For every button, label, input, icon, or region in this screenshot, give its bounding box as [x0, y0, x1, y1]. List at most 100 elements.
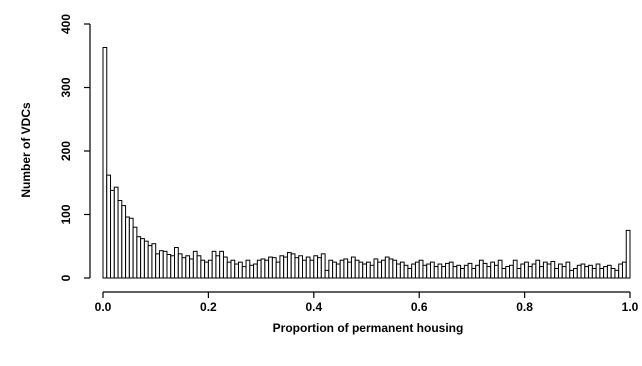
histogram-bar: [207, 259, 213, 279]
histogram-bar: [493, 264, 499, 279]
histogram-bar: [151, 243, 157, 279]
histogram-bar: [158, 250, 164, 279]
x-axis: 0.0 0.2 0.4 0.6 0.8 1.0: [95, 291, 639, 314]
y-tick-label: 0: [59, 274, 73, 281]
histogram-bar: [132, 226, 138, 279]
histogram-bar: [268, 256, 273, 279]
histogram-bar: [170, 255, 176, 279]
histogram-bar: [441, 266, 447, 279]
histogram-bar: [407, 267, 413, 279]
histogram-bar: [166, 254, 172, 279]
histogram-bar: [429, 261, 435, 279]
x-tick-label: 0.0: [95, 300, 112, 314]
histogram-bar: [234, 263, 240, 279]
histogram-bar: [320, 253, 326, 279]
histogram-bar: [482, 262, 488, 279]
histogram-bar: [309, 259, 315, 279]
x-tick-label: 1.0: [622, 300, 639, 314]
histogram-bar: [136, 236, 142, 279]
y-tick-label: 100: [59, 204, 73, 224]
histogram-bar: [539, 266, 544, 279]
histogram-bar: [264, 259, 270, 279]
histogram-bar: [302, 259, 307, 279]
histogram-bar: [222, 256, 228, 279]
histogram-bar: [569, 269, 575, 279]
histogram-bar: [147, 245, 153, 279]
histogram-bar: [335, 263, 341, 279]
histogram-bar: [418, 259, 424, 279]
histogram-bar: [192, 250, 198, 279]
histogram-bar: [448, 261, 454, 279]
histogram-bar: [238, 261, 243, 279]
histogram-bar: [347, 261, 352, 279]
histogram-bar: [557, 263, 563, 279]
histogram-bar: [399, 261, 405, 279]
histogram-bar: [456, 264, 462, 279]
histogram-bar: [565, 261, 571, 279]
histogram-bar: [411, 263, 416, 279]
histogram-bars: [102, 47, 631, 279]
histogram-bar: [580, 263, 586, 279]
histogram-bar: [317, 257, 322, 279]
histogram-bar: [437, 263, 443, 279]
histogram-bar: [128, 217, 134, 279]
histogram-bar: [230, 259, 236, 279]
y-tick-label: 300: [59, 77, 73, 97]
histogram-bar: [531, 263, 537, 279]
histogram-bar: [452, 266, 458, 279]
histogram-bar: [102, 47, 108, 279]
histogram-bar: [426, 263, 431, 279]
histogram-bar: [535, 259, 541, 279]
histogram-bar: [599, 267, 605, 279]
histogram-bar: [155, 253, 160, 279]
histogram-bar: [369, 264, 375, 279]
histogram-bar: [366, 261, 371, 279]
histogram-bar: [524, 261, 529, 279]
histogram-bar: [505, 266, 511, 279]
histogram-bar: [196, 255, 202, 279]
histogram-bar: [339, 259, 345, 279]
histogram-bar: [294, 257, 300, 279]
histogram-bar: [343, 258, 349, 279]
histogram-bar: [162, 250, 168, 279]
histogram-bar: [245, 259, 251, 279]
x-tick-label: 0.8: [516, 300, 533, 314]
histogram-bar: [313, 255, 319, 279]
histogram-bar: [520, 263, 526, 279]
histogram-bar: [110, 189, 115, 279]
histogram-bar: [275, 261, 281, 279]
histogram-bar: [392, 259, 398, 279]
histogram-bar: [358, 261, 364, 279]
histogram-bar: [603, 266, 608, 279]
histogram-bar: [501, 267, 507, 279]
y-tick-label: 400: [59, 14, 73, 34]
histogram-bar: [249, 264, 255, 279]
histogram-bar: [260, 258, 266, 279]
histogram-bar: [140, 238, 145, 279]
histogram-bar: [106, 174, 112, 279]
histogram-bar: [591, 267, 597, 279]
y-tick-label: 200: [59, 141, 73, 161]
histogram-bar: [475, 264, 480, 279]
histogram-bar: [332, 261, 337, 279]
histogram-bar: [328, 259, 334, 279]
histogram-bar: [460, 267, 465, 279]
histogram-bar: [621, 261, 627, 279]
histogram-bar: [290, 253, 296, 279]
histogram-bar: [610, 267, 616, 279]
histogram-bar: [279, 255, 285, 279]
x-tick-label: 0.2: [200, 300, 217, 314]
x-axis-title: Proportion of permanent housing: [273, 321, 464, 335]
histogram-bar: [384, 256, 390, 279]
histogram-bar: [298, 255, 303, 279]
histogram-bar: [113, 186, 119, 279]
histogram-bar: [283, 256, 288, 279]
histogram-bar: [512, 259, 518, 279]
histogram-bar: [286, 252, 292, 279]
y-axis: 0 100 200 300 400: [59, 14, 91, 281]
histogram-bar: [478, 259, 484, 279]
histogram-bar: [354, 259, 360, 279]
histogram-bar: [588, 264, 593, 279]
histogram-bar: [497, 259, 503, 279]
